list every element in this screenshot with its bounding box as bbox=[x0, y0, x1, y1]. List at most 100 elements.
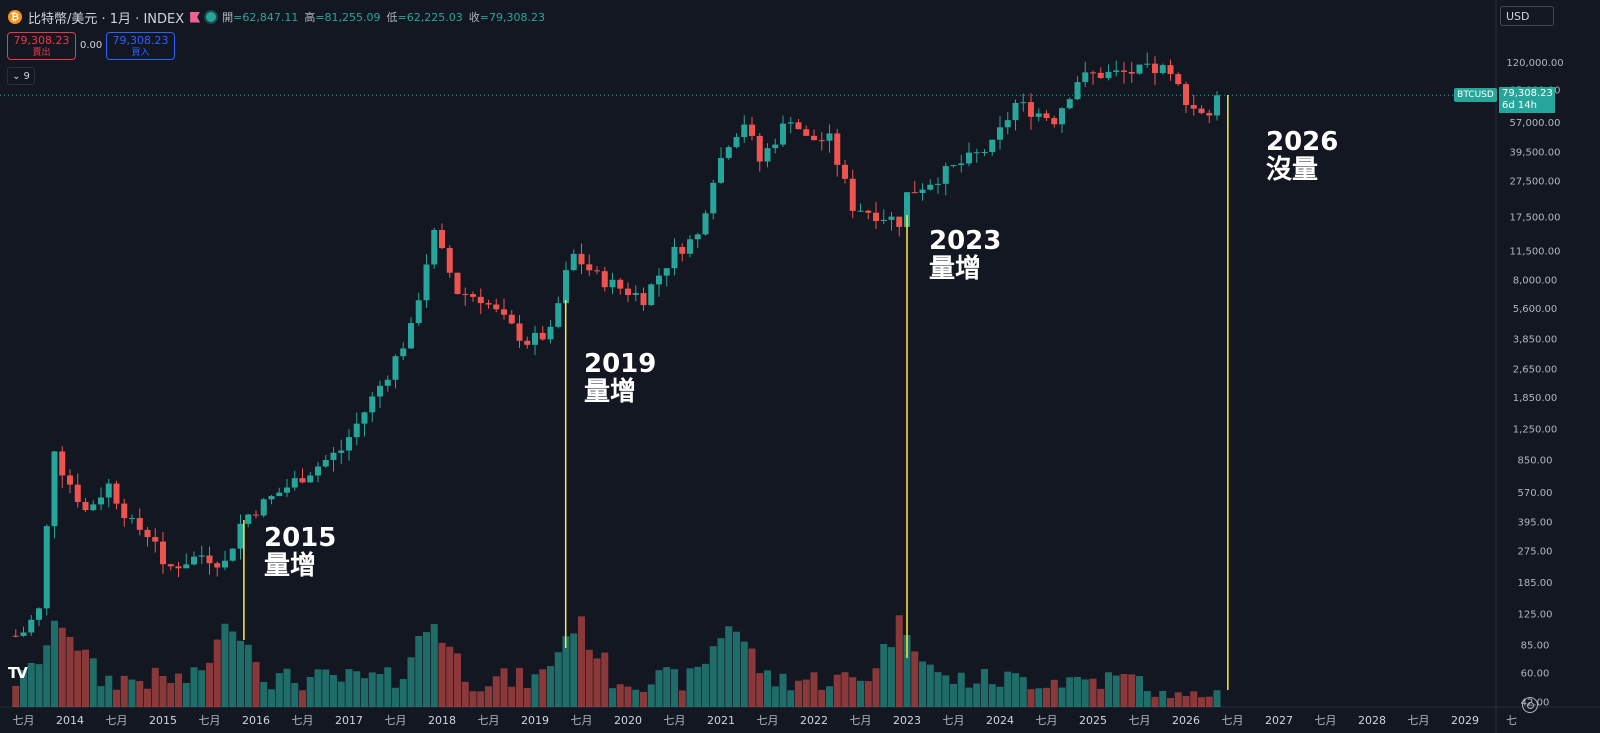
symbol-price-label: BTCUSD bbox=[1454, 88, 1497, 102]
volume-bar bbox=[694, 666, 702, 707]
candle-body bbox=[152, 537, 159, 542]
price-tick-label: 125.00 bbox=[1518, 610, 1553, 621]
volume-bar bbox=[35, 664, 43, 707]
candle-body bbox=[237, 523, 244, 549]
tradingview-logo[interactable]: TV bbox=[8, 664, 28, 682]
volume-bar bbox=[43, 645, 51, 707]
volume-bar bbox=[353, 671, 361, 707]
candle-body bbox=[648, 284, 655, 306]
time-tick-label: 2014 bbox=[56, 714, 84, 727]
candle-body bbox=[1004, 120, 1011, 128]
volume-bar bbox=[361, 678, 368, 707]
candle-body bbox=[516, 323, 523, 341]
candle-body bbox=[121, 503, 128, 519]
candle-body bbox=[818, 140, 825, 142]
candle-body bbox=[315, 466, 321, 476]
price-tick-label: 17,500.00 bbox=[1510, 213, 1561, 224]
candle-body bbox=[198, 555, 205, 557]
time-tick-label: 七 bbox=[1506, 714, 1517, 727]
sell-button[interactable]: 79,308.23 賣出 bbox=[7, 32, 76, 60]
currency-select[interactable]: USD bbox=[1500, 6, 1554, 26]
volume-bar bbox=[469, 691, 477, 707]
volume-bar bbox=[113, 689, 120, 707]
candle-body bbox=[51, 451, 58, 527]
volume-bar bbox=[1027, 689, 1035, 707]
volume-bar bbox=[1097, 688, 1105, 707]
candle-body bbox=[524, 340, 531, 345]
volume-bar bbox=[461, 681, 469, 707]
volume-bar bbox=[27, 662, 35, 707]
candle-body bbox=[539, 332, 546, 340]
candle-body bbox=[803, 129, 810, 136]
volume-bar bbox=[136, 681, 144, 707]
volume-bar bbox=[1089, 678, 1097, 707]
candle-body bbox=[1136, 64, 1143, 74]
time-tick-label: 2028 bbox=[1358, 714, 1386, 727]
volume-bar bbox=[593, 658, 601, 707]
volume-bar bbox=[120, 675, 128, 707]
volume-bar bbox=[647, 684, 655, 707]
candle-body bbox=[330, 452, 337, 460]
volume-bar bbox=[795, 680, 802, 707]
candle-body bbox=[663, 268, 670, 276]
volume-bar bbox=[1136, 676, 1143, 707]
time-tick-label: 2024 bbox=[986, 714, 1014, 727]
flag-icon[interactable] bbox=[190, 11, 201, 23]
volume-bar bbox=[1112, 675, 1120, 707]
volume-bar bbox=[733, 631, 740, 707]
volume-bar bbox=[1167, 698, 1174, 707]
indicators-toggle[interactable]: ⌄ 9 bbox=[7, 67, 35, 85]
volume-bar bbox=[764, 670, 771, 707]
volume-bar bbox=[1128, 674, 1136, 707]
price-tick-label: 1,850.00 bbox=[1513, 393, 1558, 404]
volume-bar bbox=[213, 639, 221, 707]
candle-body bbox=[191, 556, 197, 565]
time-tick-label: 七月 bbox=[292, 714, 314, 727]
bitcoin-icon[interactable]: ₿ bbox=[8, 10, 22, 24]
sell-price: 79,308.23 bbox=[13, 34, 70, 47]
volume-bar bbox=[438, 642, 446, 707]
candle-body bbox=[873, 212, 879, 222]
gear-icon[interactable] bbox=[1522, 697, 1538, 713]
candle-body bbox=[927, 184, 934, 190]
symbol-title[interactable]: 比特幣/美元 · 1月 · INDEX bbox=[28, 11, 185, 27]
time-tick-label: 七月 bbox=[478, 714, 500, 727]
volume-bar bbox=[159, 675, 167, 707]
candle-body bbox=[82, 502, 89, 511]
volume-bar bbox=[237, 640, 244, 707]
candle-body bbox=[741, 124, 748, 138]
candle-body bbox=[74, 484, 81, 503]
volume-bar bbox=[376, 673, 384, 707]
candle-body bbox=[656, 275, 662, 285]
volume-bar bbox=[578, 616, 585, 707]
candle-body bbox=[439, 229, 445, 249]
volume-bar bbox=[1050, 679, 1058, 707]
price-tick-label: 185.00 bbox=[1518, 578, 1553, 589]
candle-body bbox=[392, 356, 399, 380]
candle-body bbox=[547, 326, 554, 340]
candle-body bbox=[888, 216, 895, 220]
candle-body bbox=[59, 451, 66, 476]
chevron-down-icon: ⌄ bbox=[12, 70, 21, 82]
volume-bar bbox=[1058, 687, 1066, 707]
price-axis[interactable]: 120,000.0085,000.0057,000.0039,500.0027,… bbox=[1506, 58, 1563, 708]
buy-button[interactable]: 79,308.23 買入 bbox=[106, 32, 175, 60]
candle-body bbox=[501, 309, 507, 315]
candle-body bbox=[214, 563, 221, 568]
candle-body bbox=[857, 210, 864, 212]
candle-body bbox=[338, 450, 345, 453]
candle-body bbox=[950, 165, 957, 167]
candle-body bbox=[28, 619, 35, 633]
volume-bar bbox=[841, 672, 849, 707]
volume-bar bbox=[516, 667, 523, 707]
volume-bar bbox=[833, 674, 841, 707]
candle-body bbox=[694, 234, 701, 240]
volume-bar bbox=[748, 648, 756, 707]
price-tick-label: 275.00 bbox=[1518, 546, 1553, 557]
time-axis[interactable]: 七月 2014 七月 2015 七月 2016 七月 2017 七月 2018 七月 2019 七月 20… bbox=[13, 714, 1518, 727]
volume-bar bbox=[1205, 696, 1213, 707]
volume-bar bbox=[299, 690, 306, 707]
candle-body bbox=[942, 166, 949, 184]
